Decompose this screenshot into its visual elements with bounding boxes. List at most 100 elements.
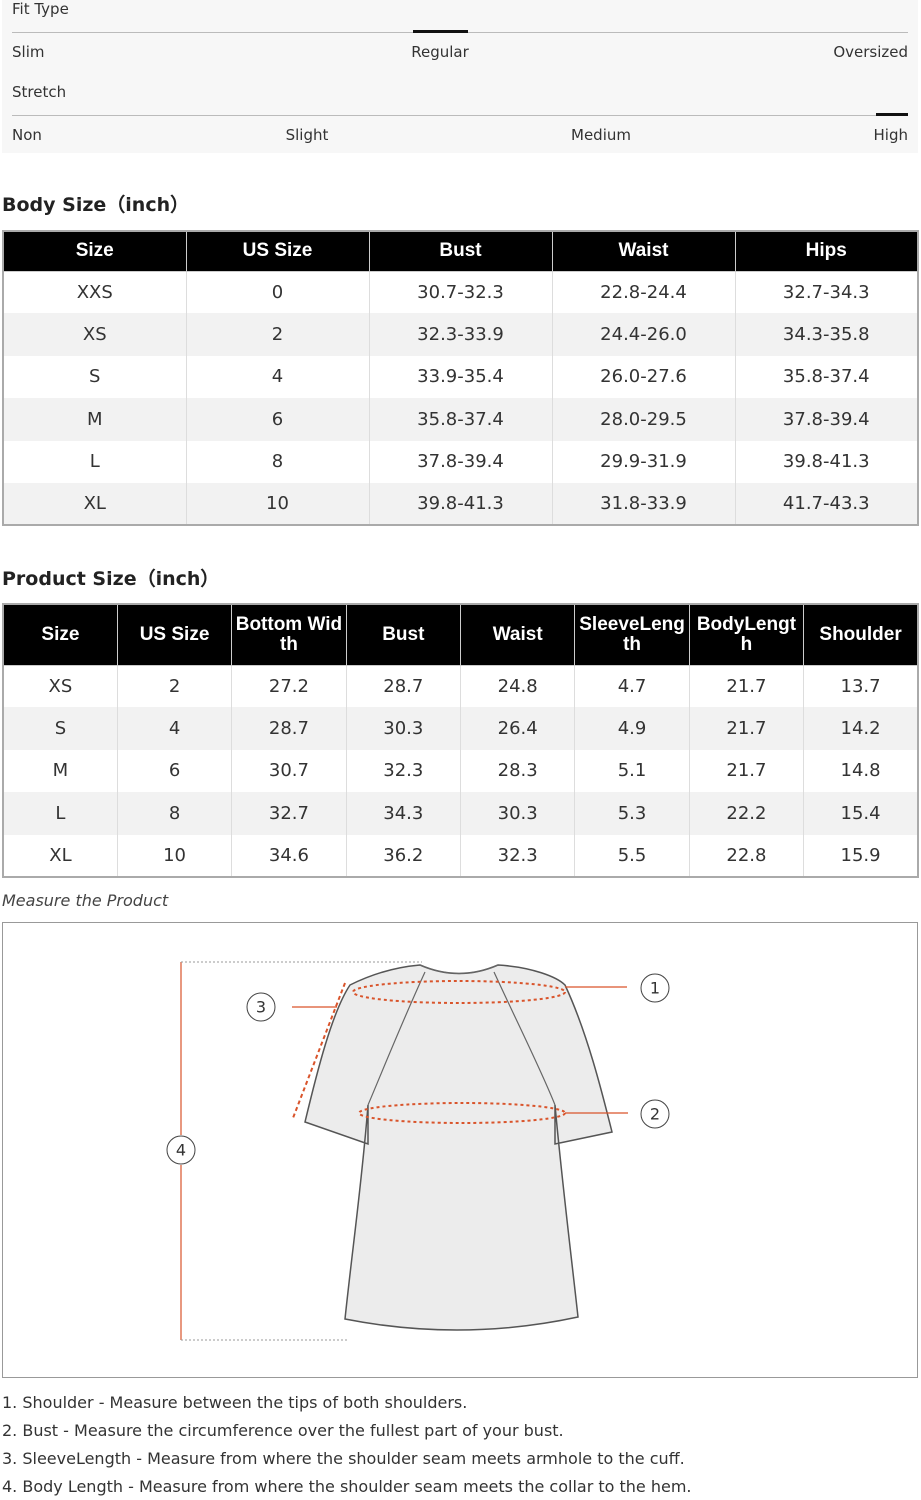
cell: 30.7-32.3 bbox=[368, 271, 552, 314]
cell: 2 bbox=[185, 313, 369, 356]
cell: 29.9-31.9 bbox=[551, 440, 735, 483]
cell: 8 bbox=[116, 792, 232, 835]
fit-label: Regular bbox=[411, 43, 469, 61]
cell: 4.7 bbox=[574, 665, 690, 708]
note: 2. Bust - Measure the circumference over… bbox=[2, 1421, 564, 1440]
row: XS 2 32.3-33.9 24.4-26.0 34.3-35.8 bbox=[2, 313, 918, 356]
header-row: Size US Size Bust Waist Hips bbox=[2, 230, 919, 272]
cell: 26.4 bbox=[459, 707, 575, 750]
cell: 5.3 bbox=[574, 792, 690, 835]
fit-label: Slim bbox=[12, 43, 45, 61]
cell: 28.7 bbox=[345, 665, 461, 708]
cell: 8 bbox=[185, 440, 369, 483]
cell: 35.8-37.4 bbox=[368, 398, 552, 441]
cell: 21.7 bbox=[688, 665, 804, 708]
cell: 0 bbox=[185, 271, 369, 314]
sleeve-line bbox=[292, 982, 346, 1119]
stretch-marker bbox=[876, 113, 908, 116]
cell: L bbox=[2, 440, 186, 483]
row: XL 10 34.6 36.2 32.3 5.5 22.8 15.9 bbox=[2, 834, 918, 877]
note: 3. SleeveLength - Measure from where the… bbox=[2, 1449, 685, 1468]
product-size-table: Size US Size Bottom Width Bust Waist SleeveLe… bbox=[2, 603, 919, 878]
marker-circles bbox=[166, 973, 670, 1165]
fit-panel: Fit Type Slim Regular Oversized Stretch … bbox=[2, 0, 918, 153]
cell: S bbox=[2, 355, 186, 399]
note: 1. Shoulder - Measure between the tips o… bbox=[2, 1393, 468, 1412]
shirt bbox=[304, 964, 613, 1331]
cell: 34.3 bbox=[345, 792, 461, 835]
cell: 37.8-39.4 bbox=[368, 440, 552, 483]
cell: 4.9 bbox=[574, 707, 690, 750]
section-title: Product Size（inch） bbox=[2, 568, 220, 590]
marker: 1 bbox=[650, 979, 660, 998]
guides bbox=[181, 961, 422, 1341]
cell: 39.8-41.3 bbox=[734, 440, 918, 483]
cell: XS bbox=[2, 665, 118, 708]
cell: 26.0-27.6 bbox=[551, 355, 735, 399]
row: L 8 32.7 34.3 30.3 5.3 22.2 15.4 bbox=[2, 792, 918, 835]
row: XS 2 27.2 28.7 24.8 4.7 21.7 13.7 bbox=[2, 665, 918, 708]
header-cell: SleeveLength bbox=[574, 603, 690, 666]
header-cell: Bottom Width bbox=[231, 603, 347, 666]
cell: M bbox=[2, 398, 186, 441]
cell: 34.6 bbox=[231, 834, 347, 877]
cell: 32.3 bbox=[345, 749, 461, 793]
cell: 5.5 bbox=[574, 834, 690, 877]
measure-title: Measure the Product bbox=[2, 891, 169, 910]
cell: 30.3 bbox=[345, 707, 461, 750]
cell: 4 bbox=[185, 355, 369, 399]
leaders bbox=[180, 962, 628, 1340]
cell: 22.8-24.4 bbox=[551, 271, 735, 314]
header-cell: Size bbox=[2, 603, 118, 666]
cell: 2 bbox=[116, 665, 232, 708]
cell: 10 bbox=[185, 482, 369, 526]
stretch-label: Medium bbox=[571, 126, 631, 144]
header-cell: BodyLength bbox=[688, 603, 805, 666]
header-cell: US Size bbox=[185, 230, 370, 272]
header-cell: Hips bbox=[734, 230, 919, 272]
cell: 10 bbox=[116, 834, 232, 877]
stretch-label: Non bbox=[12, 126, 42, 144]
header-row: Size US Size Bottom Width Bust Waist SleeveLe… bbox=[2, 603, 919, 666]
header-cell: Shoulder bbox=[803, 603, 919, 666]
cell: 21.7 bbox=[688, 749, 804, 793]
header-cell: Waist bbox=[459, 603, 576, 666]
cell: 6 bbox=[185, 398, 369, 441]
stretch-track bbox=[12, 115, 908, 116]
cell: 32.3-33.9 bbox=[368, 313, 552, 356]
cell: 4 bbox=[116, 707, 232, 750]
header-cell: Bust bbox=[345, 603, 462, 666]
cell: 13.7 bbox=[803, 665, 918, 708]
row: M 6 30.7 32.3 28.3 5.1 21.7 14.8 bbox=[2, 749, 918, 793]
cell: M bbox=[2, 749, 118, 793]
cell: 30.3 bbox=[459, 792, 575, 835]
header-cell: Bust bbox=[368, 230, 553, 272]
stretch-title: Stretch bbox=[12, 83, 67, 101]
note: 4. Body Length - Measure from where the … bbox=[2, 1477, 692, 1496]
stretch-label: High bbox=[873, 126, 908, 144]
cell: 27.2 bbox=[231, 665, 347, 708]
body-size-table: Size US Size Bust Waist Hips XXS 0 30.7-32.3 22.… bbox=[2, 230, 919, 527]
row: XXS 0 30.7-32.3 22.8-24.4 32.7-34.3 bbox=[2, 271, 918, 314]
cell: XL bbox=[2, 834, 118, 877]
cell: 22.8 bbox=[688, 834, 804, 877]
cell: 34.3-35.8 bbox=[734, 313, 918, 356]
cell: 32.3 bbox=[459, 834, 575, 877]
cell: 36.2 bbox=[345, 834, 461, 877]
diagram: 1 2 3 4 bbox=[2, 922, 918, 1378]
row: M 6 35.8-37.4 28.0-29.5 37.8-39.4 bbox=[2, 398, 918, 441]
row: S 4 33.9-35.4 26.0-27.6 35.8-37.4 bbox=[2, 355, 918, 399]
fit-label: Oversized bbox=[833, 43, 908, 61]
cell: XL bbox=[2, 482, 186, 526]
fit-title: Fit Type bbox=[12, 0, 69, 18]
marker: 3 bbox=[256, 998, 266, 1017]
cell: XS bbox=[2, 313, 186, 356]
cell: 32.7-34.3 bbox=[734, 271, 918, 314]
cell: 14.8 bbox=[803, 749, 918, 793]
row: XL 10 39.8-41.3 31.8-33.9 41.7-43.3 bbox=[2, 482, 918, 526]
cell: 14.2 bbox=[803, 707, 918, 750]
cell: 37.8-39.4 bbox=[734, 398, 918, 441]
cell: L bbox=[2, 792, 118, 835]
cell: 28.7 bbox=[231, 707, 347, 750]
